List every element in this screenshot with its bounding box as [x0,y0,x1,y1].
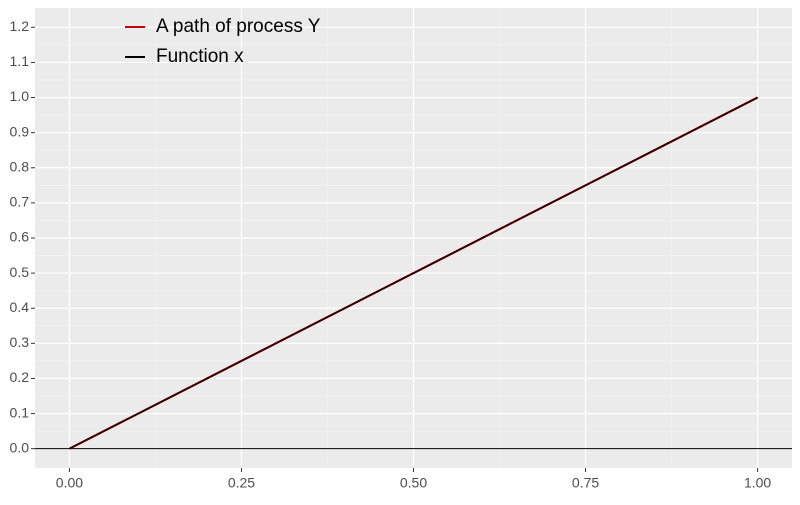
y-tick-label: 0.5 [10,264,30,280]
x-tick-label: 0.75 [572,475,599,491]
legend-label: Function x [156,46,244,67]
legend-label: A path of process Y [156,16,321,37]
series-line [69,96,758,450]
x-tick-label: 0.25 [228,475,255,491]
y-tick-label: 0.4 [10,299,30,315]
y-tick-label: 1.0 [10,88,30,104]
x-tick-label: 0.50 [400,475,427,491]
y-tick-label: 0.9 [10,123,30,139]
x-tick-label: 0.00 [56,475,83,491]
y-tick-label: 0.2 [10,369,30,385]
y-tick-label: 0.7 [10,194,30,210]
y-tick-label: 0.1 [10,404,30,420]
y-tick-label: 1.1 [10,53,30,69]
y-tick-label: 0.0 [10,439,30,455]
y-tick-label: 1.2 [10,18,30,34]
y-tick-label: 0.3 [10,334,30,350]
x-tick-label: 1.00 [744,475,771,491]
y-tick-label: 0.6 [10,229,30,245]
y-tick-label: 0.8 [10,158,30,174]
